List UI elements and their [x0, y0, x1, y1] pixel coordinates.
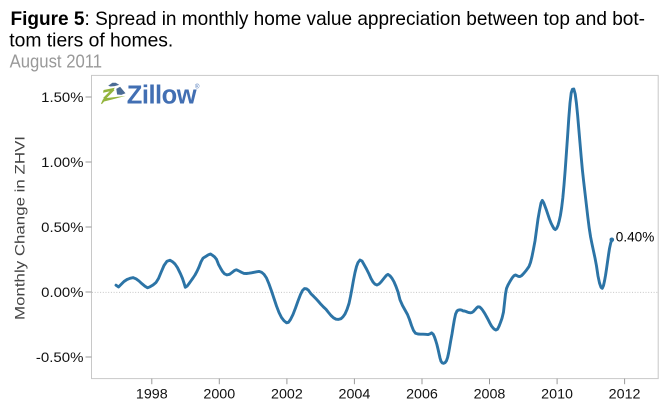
svg-text:2000: 2000 [203, 386, 235, 402]
svg-text:August 2011: August 2011 [10, 51, 103, 71]
svg-text:0.00%: 0.00% [41, 284, 83, 300]
svg-text:1998: 1998 [136, 386, 168, 402]
svg-text:®: ® [195, 84, 200, 91]
svg-text:1.00%: 1.00% [41, 154, 83, 170]
svg-text:0.50%: 0.50% [41, 219, 83, 235]
svg-text:0.40%: 0.40% [616, 228, 655, 244]
svg-text:Monthly Change in ZHVI: Monthly Change in ZHVI [12, 136, 28, 320]
svg-text:-0.50%: -0.50% [36, 349, 84, 365]
svg-text:Figure 5: Spread in monthly ho: Figure 5: Spread in monthly home value a… [11, 8, 646, 30]
svg-text:2002: 2002 [271, 386, 303, 402]
svg-text:1.50%: 1.50% [41, 89, 83, 105]
svg-text:tom tiers of homes.: tom tiers of homes. [9, 30, 173, 52]
svg-text:2006: 2006 [406, 386, 438, 402]
svg-text:2008: 2008 [474, 386, 506, 402]
svg-text:2010: 2010 [541, 386, 573, 402]
svg-text:Zillow: Zillow [127, 82, 197, 110]
svg-text:2004: 2004 [339, 386, 371, 402]
svg-text:2012: 2012 [609, 386, 641, 402]
